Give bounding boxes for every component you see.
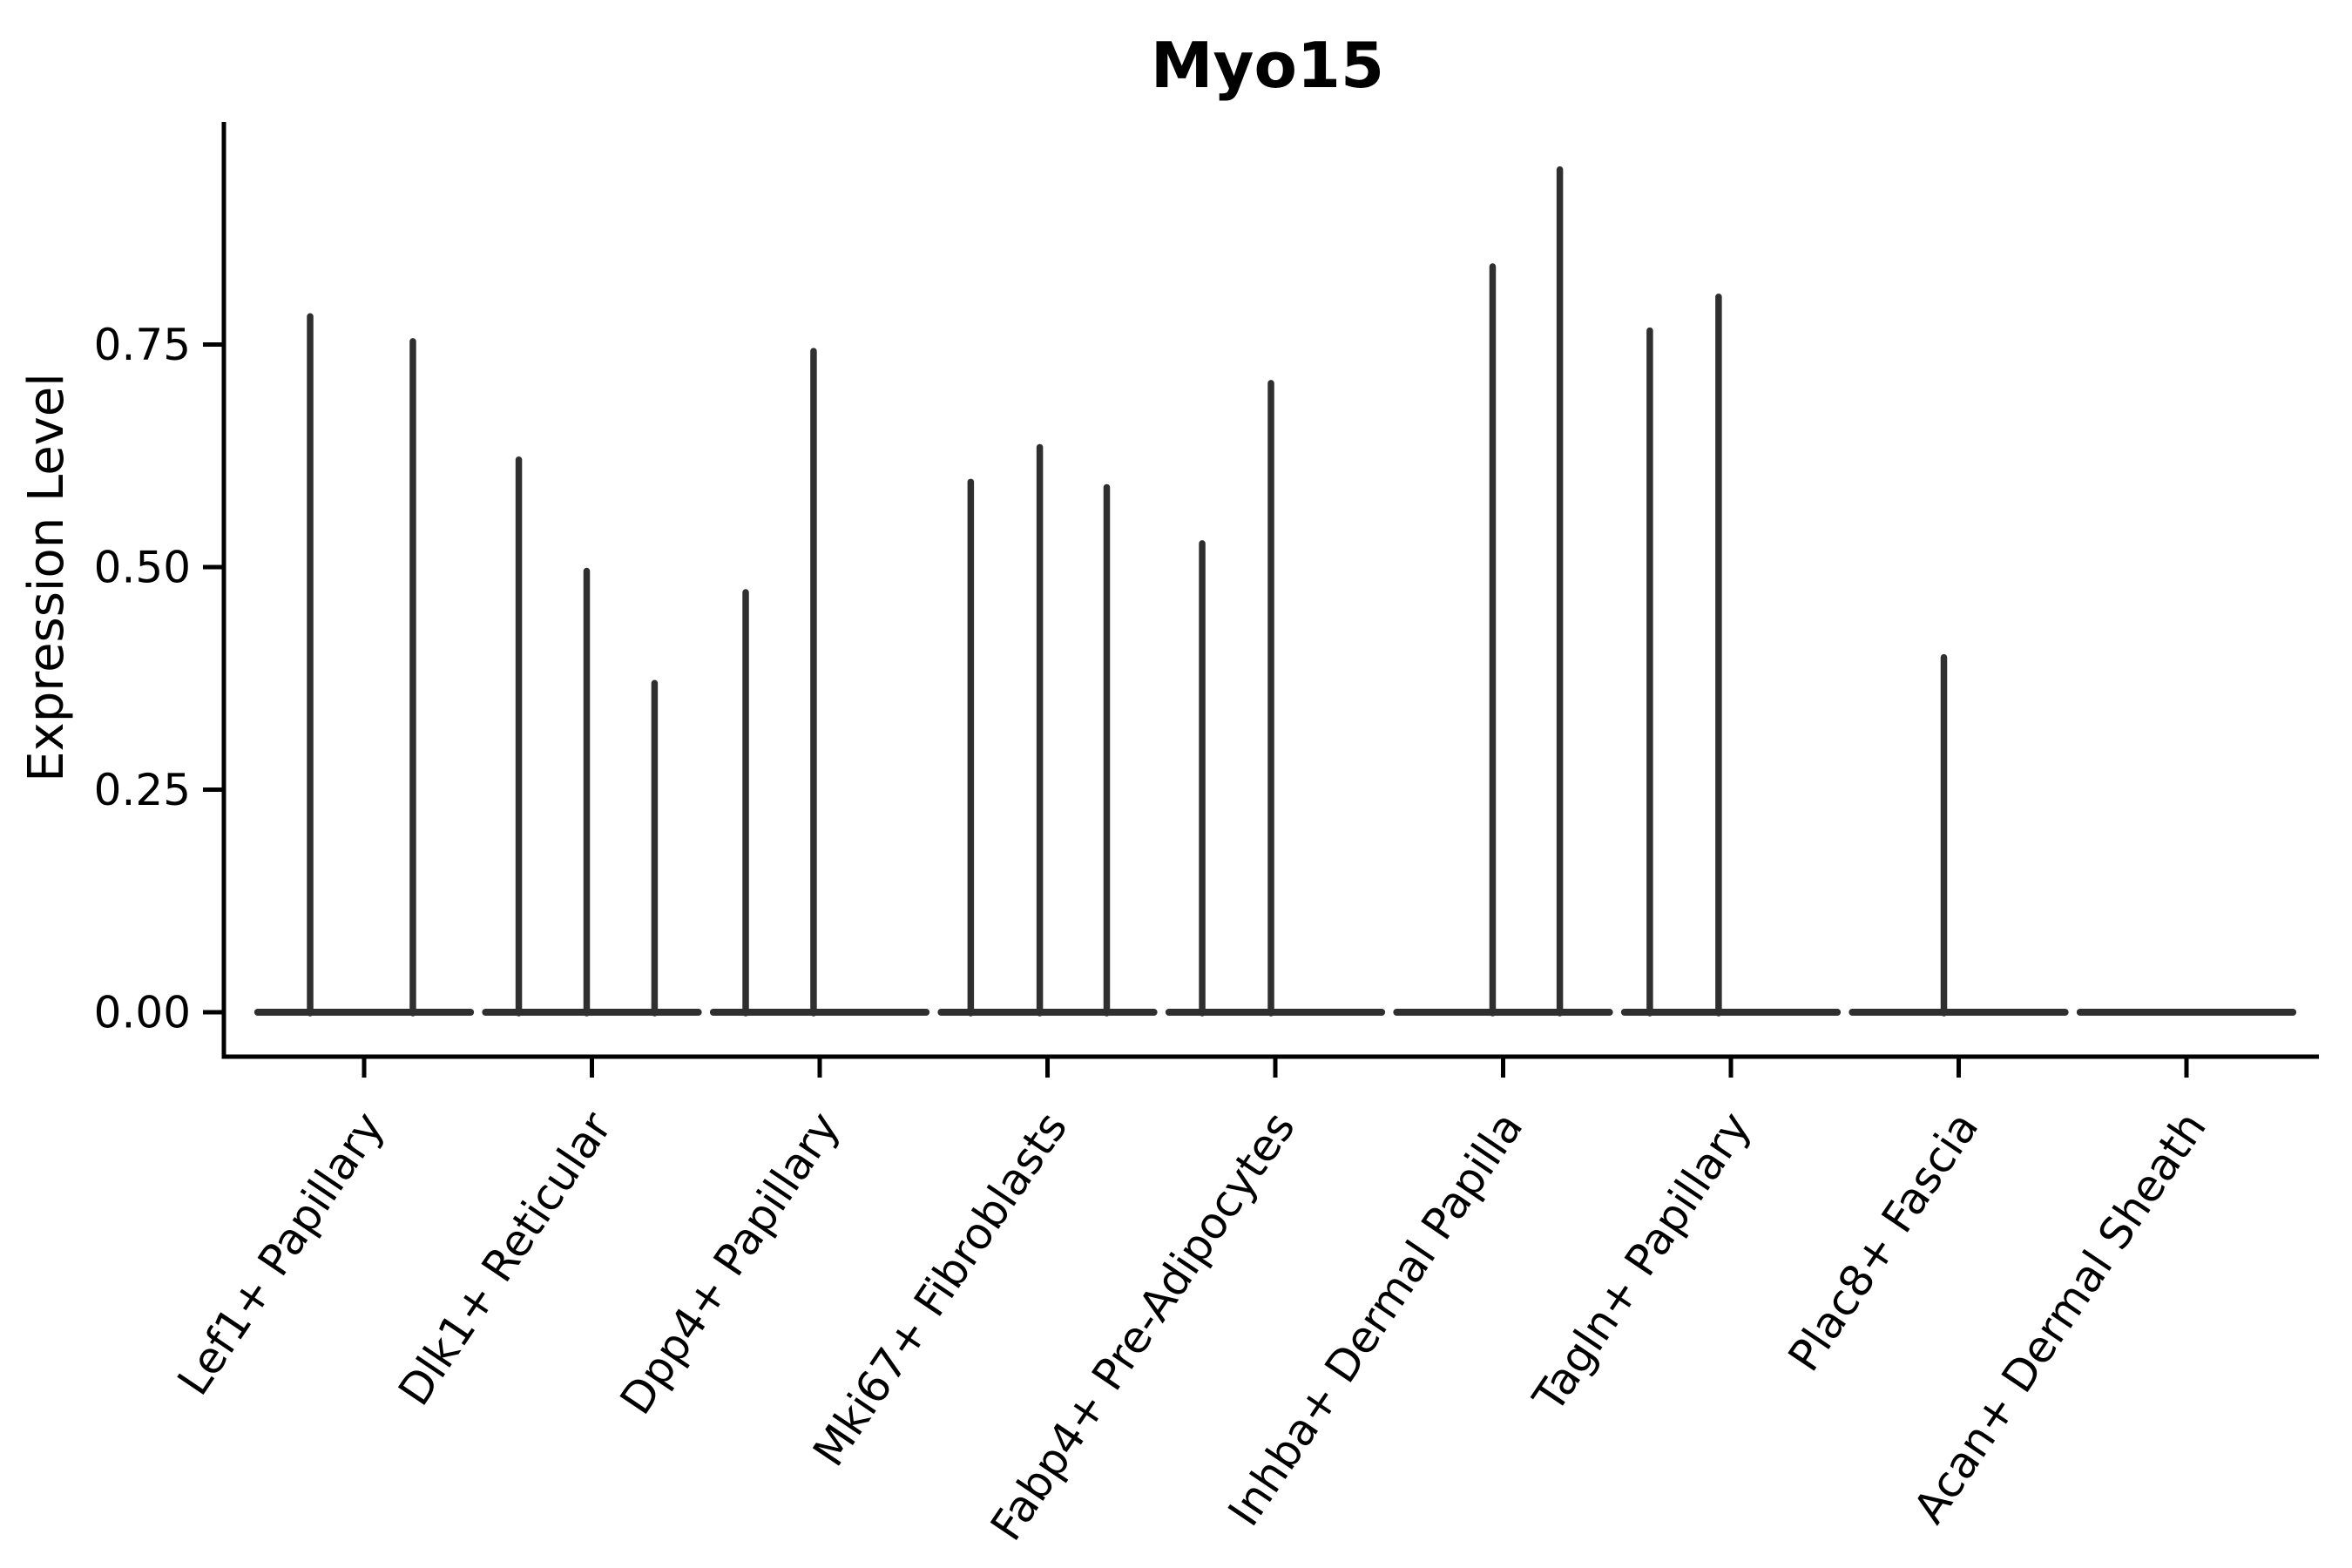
violin-group bbox=[1620, 293, 1842, 1017]
y-tick-label: 0.75 bbox=[94, 320, 191, 370]
y-tick-label: 0.25 bbox=[94, 765, 191, 815]
violin-group bbox=[1165, 380, 1386, 1017]
violin-group bbox=[1393, 166, 1613, 1017]
y-tick-label: 0.00 bbox=[94, 988, 191, 1038]
x-category-label: Tagln+ Papillary bbox=[1523, 1103, 1761, 1422]
y-axis-ticks: 0.00 0.25 0.50 0.75 bbox=[94, 320, 224, 1038]
x-category-label: Plac8+ Fascia bbox=[1779, 1103, 1989, 1380]
violin-group bbox=[482, 456, 702, 1017]
x-category-label: Dlk1+ Reticular bbox=[389, 1103, 622, 1415]
chart-title: Myo15 bbox=[1151, 29, 1384, 102]
violins-layer bbox=[253, 166, 2297, 1017]
x-category-label: Dpp4+ Papillary bbox=[611, 1103, 849, 1423]
axis-spines bbox=[221, 122, 2319, 1059]
x-category-label: Mki67+ Fibroblasts bbox=[803, 1103, 1077, 1475]
violin-group bbox=[937, 443, 1158, 1017]
violin-group bbox=[1848, 653, 2069, 1017]
violin-group bbox=[253, 313, 475, 1017]
violin-group bbox=[709, 348, 930, 1017]
y-axis-label: Expression Level bbox=[18, 373, 75, 782]
y-tick-label: 0.50 bbox=[94, 543, 191, 593]
x-axis-ticks bbox=[362, 1057, 2189, 1078]
x-category-label: Lef1+ Papillary bbox=[168, 1103, 394, 1404]
